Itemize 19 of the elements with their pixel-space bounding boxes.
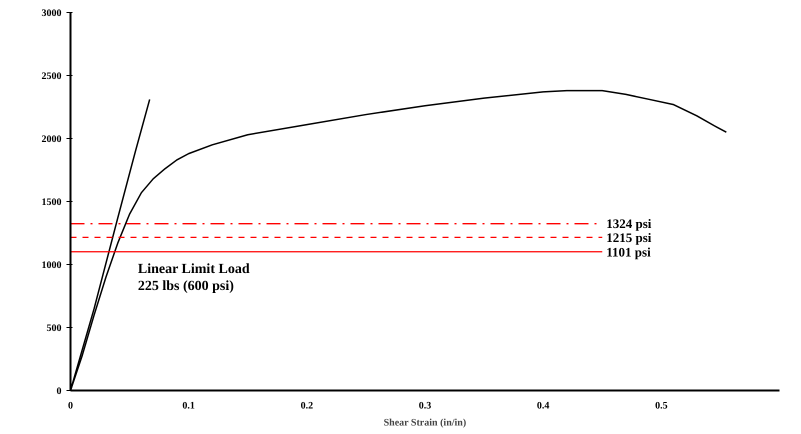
annotation: Linear Limit Load — [138, 262, 250, 278]
x-tick-label: 0.4 — [536, 400, 550, 412]
y-tick-label: 2000 — [42, 134, 62, 145]
x-tick-label: 0 — [68, 400, 73, 412]
y-tick-label: 500 — [46, 323, 62, 334]
x-tick-label: 0.3 — [418, 400, 432, 412]
y-tick-label: 1000 — [42, 260, 62, 271]
y-tick-label: 0 — [56, 386, 62, 397]
y-tick-label: 3000 — [42, 8, 62, 19]
ref-line-label: 1324 psi — [606, 216, 652, 232]
y-tick-label: 1500 — [42, 197, 62, 208]
x-tick-label: 0.5 — [655, 400, 668, 412]
annotation: 225 lbs (600 psi) — [138, 279, 234, 294]
ref-line-label: 1101 psi — [606, 244, 652, 260]
x-tick-label: 0.2 — [300, 400, 314, 412]
x-tick-label: 0.1 — [182, 400, 195, 412]
y-tick-label: 2500 — [42, 71, 62, 82]
ref-line-label: 1215 psi — [606, 230, 652, 245]
x-axis-title: Shear Strain (in/in) — [384, 418, 466, 428]
